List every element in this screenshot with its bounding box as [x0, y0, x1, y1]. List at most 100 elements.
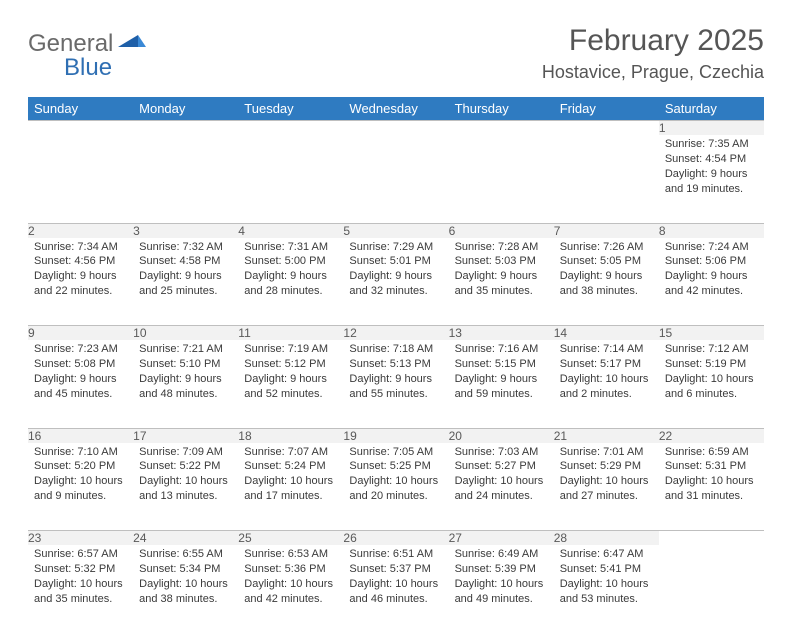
daylight-line: Daylight: 9 hours and 48 minutes.: [139, 372, 232, 402]
day-cell: Sunrise: 7:34 AMSunset: 4:56 PMDaylight:…: [28, 238, 133, 326]
day-number: 8: [659, 223, 764, 238]
sunset-line: Sunset: 5:03 PM: [455, 254, 548, 269]
day-cell-body: Sunrise: 7:26 AMSunset: 5:05 PMDaylight:…: [554, 238, 659, 303]
sunrise-line: Sunrise: 7:01 AM: [560, 445, 653, 460]
sunrise-line: Sunrise: 6:53 AM: [244, 547, 337, 562]
day-number: 6: [449, 223, 554, 238]
daynum-row: 2345678: [28, 223, 764, 238]
day-number: 13: [449, 326, 554, 341]
day-number: 12: [343, 326, 448, 341]
sunset-line: Sunset: 5:08 PM: [34, 357, 127, 372]
day-cell: Sunrise: 7:14 AMSunset: 5:17 PMDaylight:…: [554, 340, 659, 428]
day-cell-body: Sunrise: 7:07 AMSunset: 5:24 PMDaylight:…: [238, 443, 343, 508]
sunset-line: Sunset: 5:37 PM: [349, 562, 442, 577]
daynum-row: 1: [28, 121, 764, 136]
day-cell-body: Sunrise: 6:53 AMSunset: 5:36 PMDaylight:…: [238, 545, 343, 610]
daylight-line: Daylight: 9 hours and 25 minutes.: [139, 269, 232, 299]
day-cell: Sunrise: 7:09 AMSunset: 5:22 PMDaylight:…: [133, 443, 238, 531]
sunset-line: Sunset: 5:12 PM: [244, 357, 337, 372]
day-cell: Sunrise: 7:35 AMSunset: 4:54 PMDaylight:…: [659, 135, 764, 223]
sunrise-line: Sunrise: 7:23 AM: [34, 342, 127, 357]
day-number: 26: [343, 531, 448, 546]
day-number: 9: [28, 326, 133, 341]
day-number: 20: [449, 428, 554, 443]
sunset-line: Sunset: 5:00 PM: [244, 254, 337, 269]
day-cell: Sunrise: 7:23 AMSunset: 5:08 PMDaylight:…: [28, 340, 133, 428]
logo-text-block: General Blue: [28, 30, 146, 82]
daylight-line: Daylight: 10 hours and 2 minutes.: [560, 372, 653, 402]
sunrise-line: Sunrise: 7:24 AM: [665, 240, 758, 255]
day-number: 3: [133, 223, 238, 238]
sunrise-line: Sunrise: 7:26 AM: [560, 240, 653, 255]
weekday-header: Wednesday: [343, 97, 448, 121]
sunset-line: Sunset: 5:27 PM: [455, 459, 548, 474]
logo-word-blue: Blue: [64, 54, 146, 82]
day-cell: Sunrise: 6:53 AMSunset: 5:36 PMDaylight:…: [238, 545, 343, 633]
day-cell-body: Sunrise: 7:32 AMSunset: 4:58 PMDaylight:…: [133, 238, 238, 303]
day-cell-body: Sunrise: 7:34 AMSunset: 4:56 PMDaylight:…: [28, 238, 133, 303]
day-cell: Sunrise: 7:21 AMSunset: 5:10 PMDaylight:…: [133, 340, 238, 428]
sunrise-line: Sunrise: 6:51 AM: [349, 547, 442, 562]
day-cell: Sunrise: 6:49 AMSunset: 5:39 PMDaylight:…: [449, 545, 554, 633]
day-cell: Sunrise: 7:03 AMSunset: 5:27 PMDaylight:…: [449, 443, 554, 531]
day-cell-body: Sunrise: 7:28 AMSunset: 5:03 PMDaylight:…: [449, 238, 554, 303]
sunset-line: Sunset: 5:06 PM: [665, 254, 758, 269]
sunset-line: Sunset: 5:05 PM: [560, 254, 653, 269]
daylight-line: Daylight: 10 hours and 35 minutes.: [34, 577, 127, 607]
day-number: 27: [449, 531, 554, 546]
sunrise-line: Sunrise: 7:05 AM: [349, 445, 442, 460]
sunset-line: Sunset: 5:10 PM: [139, 357, 232, 372]
day-number: 14: [554, 326, 659, 341]
empty-day-number: [238, 121, 343, 136]
logo-triangle-icon: [118, 33, 146, 51]
sunset-line: Sunset: 5:20 PM: [34, 459, 127, 474]
daylight-line: Daylight: 9 hours and 55 minutes.: [349, 372, 442, 402]
calendar-table: SundayMondayTuesdayWednesdayThursdayFrid…: [28, 97, 764, 633]
sunset-line: Sunset: 5:25 PM: [349, 459, 442, 474]
content-row: Sunrise: 7:34 AMSunset: 4:56 PMDaylight:…: [28, 238, 764, 326]
sunset-line: Sunset: 5:31 PM: [665, 459, 758, 474]
day-cell-body: Sunrise: 6:55 AMSunset: 5:34 PMDaylight:…: [133, 545, 238, 610]
day-number: 10: [133, 326, 238, 341]
weekday-header: Thursday: [449, 97, 554, 121]
sunset-line: Sunset: 4:56 PM: [34, 254, 127, 269]
day-cell-body: Sunrise: 7:09 AMSunset: 5:22 PMDaylight:…: [133, 443, 238, 508]
day-cell-body: Sunrise: 6:49 AMSunset: 5:39 PMDaylight:…: [449, 545, 554, 610]
daylight-line: Daylight: 10 hours and 27 minutes.: [560, 474, 653, 504]
daynum-row: 9101112131415: [28, 326, 764, 341]
day-cell-body: Sunrise: 6:51 AMSunset: 5:37 PMDaylight:…: [343, 545, 448, 610]
day-cell-body: Sunrise: 7:01 AMSunset: 5:29 PMDaylight:…: [554, 443, 659, 508]
day-number: 7: [554, 223, 659, 238]
day-number: 25: [238, 531, 343, 546]
day-number: 22: [659, 428, 764, 443]
day-cell-body: Sunrise: 6:59 AMSunset: 5:31 PMDaylight:…: [659, 443, 764, 508]
day-cell: Sunrise: 7:01 AMSunset: 5:29 PMDaylight:…: [554, 443, 659, 531]
location: Hostavice, Prague, Czechia: [542, 62, 764, 83]
weekday-row: SundayMondayTuesdayWednesdayThursdayFrid…: [28, 97, 764, 121]
day-number: 28: [554, 531, 659, 546]
sunrise-line: Sunrise: 6:49 AM: [455, 547, 548, 562]
sunset-line: Sunset: 5:17 PM: [560, 357, 653, 372]
empty-day-cell: [133, 135, 238, 223]
daylight-line: Daylight: 10 hours and 53 minutes.: [560, 577, 653, 607]
daylight-line: Daylight: 10 hours and 42 minutes.: [244, 577, 337, 607]
day-cell: Sunrise: 7:18 AMSunset: 5:13 PMDaylight:…: [343, 340, 448, 428]
empty-day-cell: [343, 135, 448, 223]
day-cell: Sunrise: 7:12 AMSunset: 5:19 PMDaylight:…: [659, 340, 764, 428]
daylight-line: Daylight: 9 hours and 38 minutes.: [560, 269, 653, 299]
daylight-line: Daylight: 10 hours and 6 minutes.: [665, 372, 758, 402]
day-number: 19: [343, 428, 448, 443]
sunrise-line: Sunrise: 7:14 AM: [560, 342, 653, 357]
sunrise-line: Sunrise: 7:09 AM: [139, 445, 232, 460]
day-number: 17: [133, 428, 238, 443]
calendar-body: 1Sunrise: 7:35 AMSunset: 4:54 PMDaylight…: [28, 121, 764, 633]
content-row: Sunrise: 7:23 AMSunset: 5:08 PMDaylight:…: [28, 340, 764, 428]
day-cell: Sunrise: 6:47 AMSunset: 5:41 PMDaylight:…: [554, 545, 659, 633]
day-number: 21: [554, 428, 659, 443]
day-cell-body: Sunrise: 7:19 AMSunset: 5:12 PMDaylight:…: [238, 340, 343, 405]
day-number: 5: [343, 223, 448, 238]
weekday-header: Friday: [554, 97, 659, 121]
daylight-line: Daylight: 9 hours and 45 minutes.: [34, 372, 127, 402]
daylight-line: Daylight: 10 hours and 13 minutes.: [139, 474, 232, 504]
day-number: 24: [133, 531, 238, 546]
